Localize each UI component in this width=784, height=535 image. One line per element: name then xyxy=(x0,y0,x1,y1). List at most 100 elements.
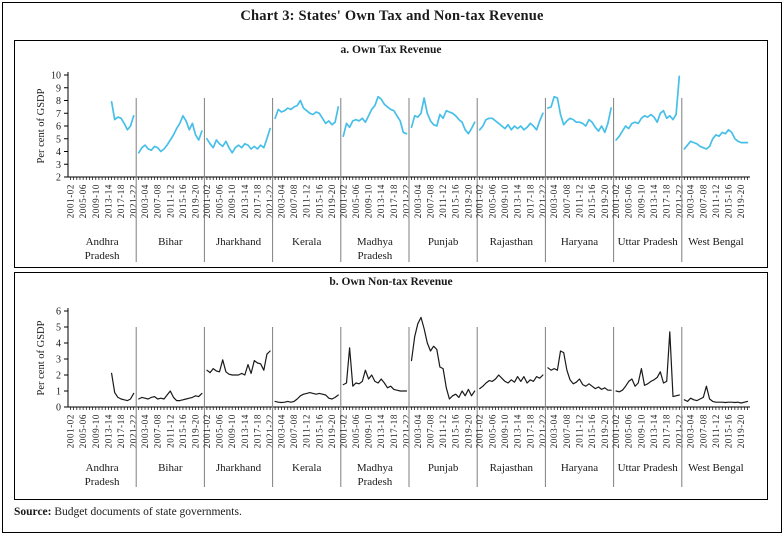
y-tick-label: 3 xyxy=(56,355,61,366)
year-tick-label: 2011-12 xyxy=(302,184,312,218)
year-tick-label: 2017-18 xyxy=(525,184,535,218)
state-label: Jharkhand xyxy=(216,236,262,248)
series-line-punjab xyxy=(410,97,476,135)
series-line-bihar xyxy=(138,390,203,402)
year-tick-label: 2003-04 xyxy=(686,184,696,218)
year-tick-label: 2021-22 xyxy=(402,184,412,218)
state-label: Uttar Pradesh xyxy=(618,236,679,248)
state-label: West Bengal xyxy=(688,462,744,474)
series-line-madhya-pradesh xyxy=(342,95,408,138)
year-tick-label: 2015-16 xyxy=(451,414,461,448)
state-label: Rajasthan xyxy=(490,236,534,248)
state-label: Haryana xyxy=(561,236,598,248)
panel-b-header: b. Own Non-tax Revenue xyxy=(329,276,453,288)
state-label: Andhra xyxy=(86,462,119,474)
year-tick-label: 2003-04 xyxy=(276,414,286,448)
year-tick-label: 2003-04 xyxy=(140,184,150,218)
year-tick-label: 2021-22 xyxy=(265,414,275,448)
year-tick-label: 2007-08 xyxy=(153,184,163,218)
year-tick-label: 2005-06 xyxy=(487,414,497,448)
series-line-haryana xyxy=(547,350,612,391)
year-tick-label: 2019-20 xyxy=(327,414,337,448)
year-tick-label: 2009-10 xyxy=(636,184,646,218)
year-tick-label: 2005-06 xyxy=(78,184,88,218)
series-line-kerala xyxy=(274,99,340,126)
year-tick-label: 2019-20 xyxy=(191,184,201,218)
year-tick-label: 2001-02 xyxy=(475,184,485,218)
state-label: Pradesh xyxy=(85,250,120,262)
year-tick-label: 2005-06 xyxy=(624,414,634,448)
series-line-rajasthan xyxy=(479,374,544,390)
year-tick-label: 2005-06 xyxy=(487,184,497,218)
state-label: Kerala xyxy=(292,462,321,474)
state-label: Andhra xyxy=(86,236,119,248)
year-tick-label: 2001-02 xyxy=(475,414,485,448)
year-tick-label: 2017-18 xyxy=(252,184,262,218)
source-text: Budget documents of state governments. xyxy=(51,506,242,518)
state-label: Bihar xyxy=(158,462,183,474)
year-tick-label: 2013-14 xyxy=(649,184,659,218)
y-tick-label: 6 xyxy=(56,122,61,133)
y-tick-label: 8 xyxy=(56,96,61,107)
y-tick-label: 4 xyxy=(56,339,61,350)
year-tick-label: 2007-08 xyxy=(425,184,435,218)
year-tick-label: 2005-06 xyxy=(215,414,225,448)
year-tick-label: 2013-14 xyxy=(649,414,659,448)
year-tick-label: 2021-22 xyxy=(674,184,684,218)
state-label: Pradesh xyxy=(357,250,392,262)
series-line-andhra-pradesh xyxy=(111,372,135,402)
year-tick-label: 2011-12 xyxy=(575,414,585,448)
year-tick-label: 2011-12 xyxy=(575,184,585,218)
year-tick-label: 2015-16 xyxy=(178,414,188,448)
year-tick-label: 2017-18 xyxy=(252,414,262,448)
year-tick-label: 2021-22 xyxy=(538,184,548,218)
state-label: Madhya xyxy=(357,462,393,474)
panel-own-nontax-revenue: b. Own Non-tax Revenue Per cent of GSDP … xyxy=(14,272,768,500)
year-tick-label: 2011-12 xyxy=(302,414,312,448)
series-line-west-bengal xyxy=(683,128,749,150)
year-tick-label: 2017-18 xyxy=(662,184,672,218)
year-tick-label: 2017-18 xyxy=(525,414,535,448)
year-tick-label: 2003-04 xyxy=(276,184,286,218)
year-tick-label: 2003-04 xyxy=(686,414,696,448)
y-tick-label: 9 xyxy=(56,83,61,94)
year-tick-label: 2001-02 xyxy=(611,414,621,448)
year-tick-label: 2019-20 xyxy=(327,184,337,218)
series-line-bihar xyxy=(137,114,203,154)
year-tick-label: 2009-10 xyxy=(227,414,237,448)
year-tick-label: 2015-16 xyxy=(451,184,461,218)
year-tick-label: 2013-14 xyxy=(240,184,250,218)
series-line-uttar-pradesh xyxy=(615,331,680,398)
state-label: Kerala xyxy=(292,236,321,248)
year-tick-label: 2007-08 xyxy=(562,414,572,448)
year-tick-label: 2015-16 xyxy=(587,414,597,448)
year-tick-label: 2001-02 xyxy=(338,414,348,448)
year-tick-label: 2021-22 xyxy=(402,414,412,448)
series-line-punjab xyxy=(410,316,476,400)
y-tick-label: 5 xyxy=(56,134,61,145)
y-tick-label: 4 xyxy=(56,147,61,158)
year-tick-label: 2007-08 xyxy=(562,184,572,218)
year-tick-label: 2005-06 xyxy=(78,414,88,448)
state-label: Jharkhand xyxy=(216,462,262,474)
source-label: Source: xyxy=(14,506,52,518)
year-tick-label: 2019-20 xyxy=(600,414,610,448)
year-tick-label: 2013-14 xyxy=(376,414,386,448)
year-tick-label: 2019-20 xyxy=(463,414,473,448)
year-tick-label: 2019-20 xyxy=(736,184,746,218)
year-tick-label: 2019-20 xyxy=(191,414,201,448)
year-tick-label: 2015-16 xyxy=(314,184,324,218)
year-tick-label: 2003-04 xyxy=(140,414,150,448)
year-tick-label: 2017-18 xyxy=(662,414,672,448)
year-tick-label: 2007-08 xyxy=(289,184,299,218)
year-tick-label: 2001-02 xyxy=(66,184,76,218)
year-tick-label: 2009-10 xyxy=(364,184,374,218)
series-line-haryana xyxy=(547,95,612,134)
year-tick-label: 2017-18 xyxy=(116,414,126,448)
year-tick-label: 2013-14 xyxy=(513,184,523,218)
series-line-west-bengal xyxy=(683,385,749,404)
state-label: Punjab xyxy=(428,462,459,474)
